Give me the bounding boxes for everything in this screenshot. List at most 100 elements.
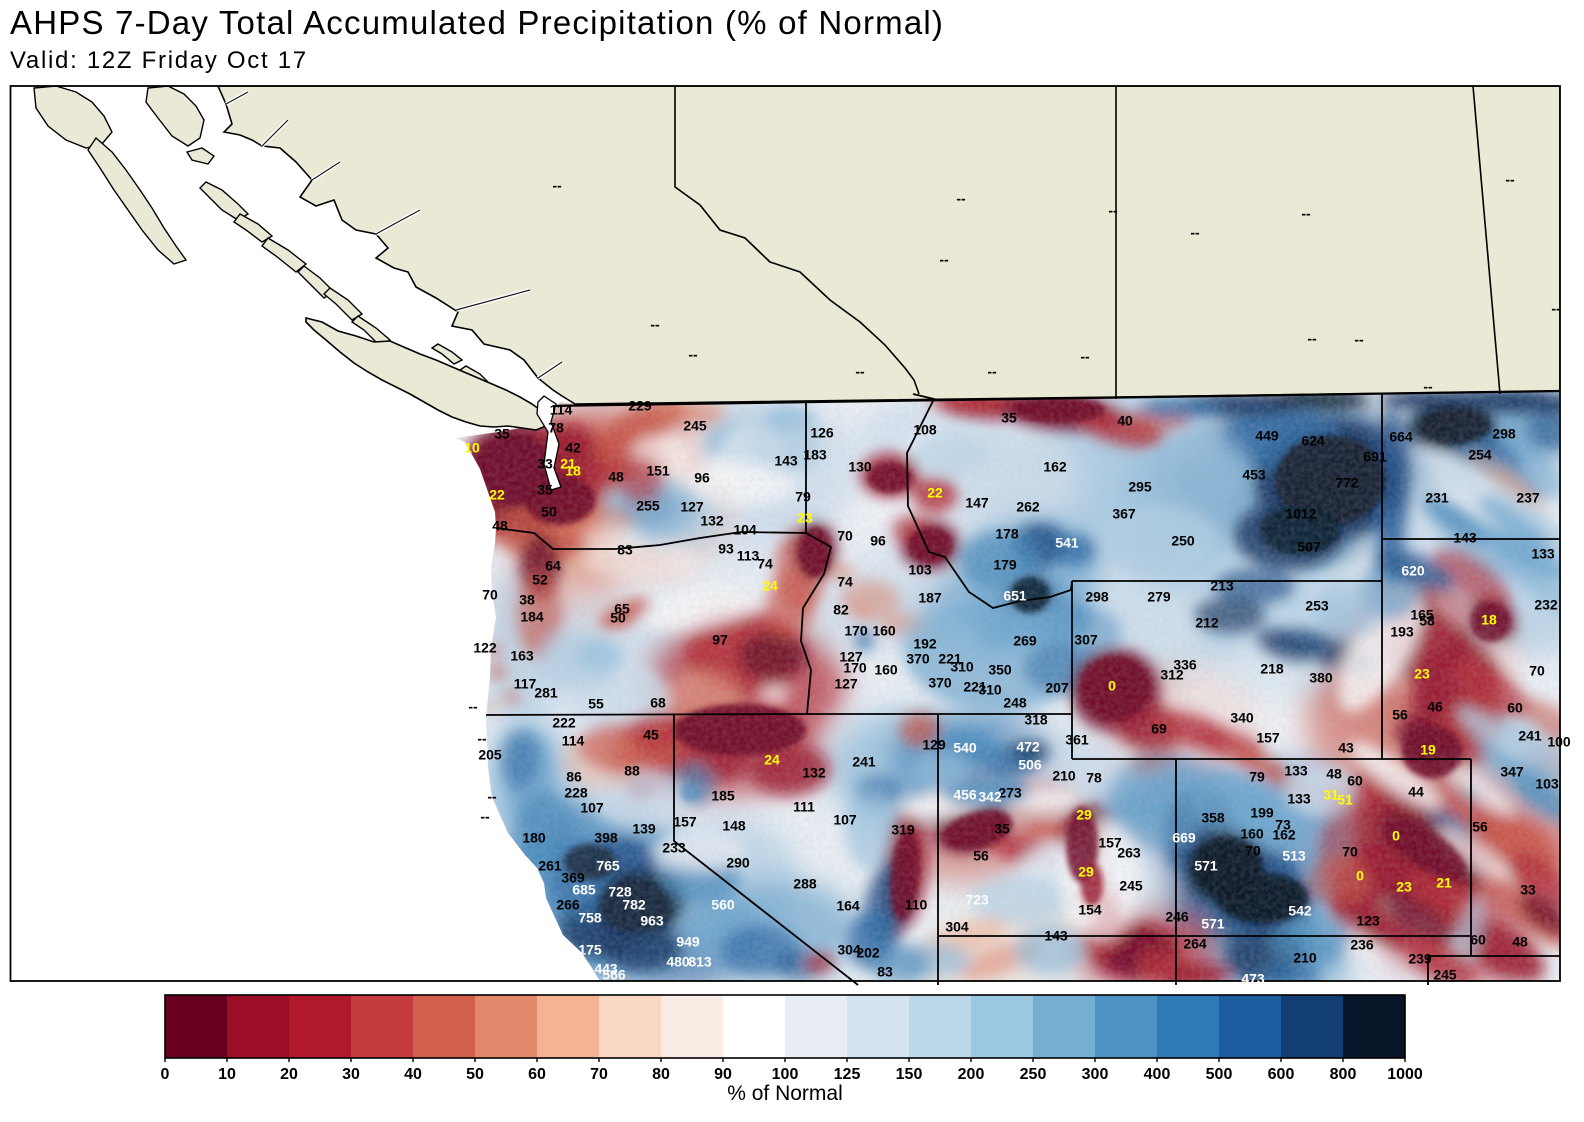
svg-text:--: -- (1080, 349, 1090, 365)
svg-text:233: 233 (662, 840, 686, 856)
svg-text:400: 400 (1144, 1066, 1171, 1083)
svg-text:20: 20 (280, 1066, 298, 1083)
svg-text:56: 56 (973, 848, 989, 864)
svg-text:18: 18 (1481, 612, 1497, 628)
svg-text:38: 38 (519, 592, 535, 608)
svg-text:35: 35 (994, 821, 1010, 837)
svg-text:319: 319 (891, 822, 915, 838)
svg-text:78: 78 (1086, 770, 1102, 786)
svg-text:336: 336 (1173, 657, 1197, 673)
svg-text:367: 367 (1112, 506, 1136, 522)
svg-text:130: 130 (848, 459, 872, 475)
svg-text:74: 74 (837, 574, 853, 590)
svg-text:147: 147 (965, 495, 989, 511)
svg-text:221: 221 (963, 679, 987, 695)
svg-text:178: 178 (995, 526, 1019, 542)
svg-text:23: 23 (797, 510, 813, 526)
svg-text:340: 340 (1230, 710, 1254, 726)
svg-text:199: 199 (1250, 805, 1274, 821)
svg-text:310: 310 (950, 659, 974, 675)
svg-text:23: 23 (1414, 666, 1430, 682)
svg-text:150: 150 (896, 1066, 923, 1083)
svg-text:307: 307 (1074, 632, 1098, 648)
svg-text:48: 48 (608, 469, 624, 485)
svg-text:22: 22 (927, 485, 943, 501)
svg-text:65: 65 (614, 601, 630, 617)
svg-text:279: 279 (1147, 589, 1171, 605)
svg-text:165: 165 (1410, 607, 1434, 623)
svg-text:110: 110 (905, 897, 928, 913)
svg-text:129: 129 (922, 737, 946, 753)
svg-text:48: 48 (1326, 766, 1342, 782)
svg-text:1012: 1012 (1285, 506, 1316, 522)
svg-text:949: 949 (676, 934, 700, 950)
svg-text:263: 263 (1117, 845, 1141, 861)
svg-text:560: 560 (711, 897, 735, 913)
svg-text:183: 183 (803, 447, 827, 463)
svg-text:--: -- (650, 317, 660, 333)
svg-text:728: 728 (608, 884, 632, 900)
svg-text:200: 200 (958, 1066, 985, 1083)
svg-text:473: 473 (1241, 971, 1265, 987)
svg-text:19: 19 (1420, 742, 1436, 758)
svg-text:--: -- (956, 191, 966, 207)
svg-text:--: -- (1551, 301, 1561, 317)
svg-text:125: 125 (834, 1066, 861, 1083)
svg-text:0: 0 (161, 1066, 170, 1083)
svg-text:685: 685 (572, 882, 596, 898)
svg-text:--: -- (855, 364, 865, 380)
svg-text:542: 542 (1288, 903, 1312, 919)
svg-text:133: 133 (1287, 791, 1311, 807)
svg-text:70: 70 (1342, 844, 1358, 860)
svg-text:506: 506 (1018, 757, 1042, 773)
svg-text:160: 160 (872, 623, 896, 639)
svg-text:64: 64 (545, 558, 561, 574)
svg-text:236: 236 (1350, 937, 1374, 953)
svg-text:33: 33 (1520, 882, 1536, 898)
svg-text:255: 255 (636, 498, 660, 514)
svg-text:40: 40 (1117, 413, 1133, 429)
svg-text:162: 162 (1043, 459, 1067, 475)
svg-text:143: 143 (1453, 530, 1477, 546)
svg-text:800: 800 (1330, 1066, 1357, 1083)
svg-text:50: 50 (610, 610, 626, 626)
svg-text:--: -- (477, 731, 487, 747)
svg-text:347: 347 (1500, 764, 1524, 780)
svg-text:185: 185 (711, 788, 735, 804)
svg-text:620: 620 (1401, 563, 1425, 579)
svg-text:540: 540 (953, 740, 977, 756)
svg-text:170: 170 (843, 660, 867, 676)
svg-text:273: 273 (998, 785, 1022, 801)
svg-text:229: 229 (628, 398, 652, 414)
svg-text:480: 480 (666, 954, 690, 970)
svg-text:--: -- (487, 789, 497, 805)
svg-text:70: 70 (590, 1066, 608, 1083)
svg-text:132: 132 (802, 765, 826, 781)
svg-text:107: 107 (833, 812, 857, 828)
svg-text:--: -- (480, 809, 490, 825)
svg-text:571: 571 (1194, 858, 1218, 874)
svg-text:97: 97 (712, 632, 728, 648)
svg-text:10: 10 (464, 440, 480, 456)
svg-text:--: -- (1354, 332, 1364, 348)
svg-text:239: 239 (1408, 951, 1432, 967)
svg-text:111: 111 (793, 799, 815, 815)
svg-text:--: -- (468, 699, 478, 715)
svg-text:250: 250 (1171, 533, 1195, 549)
svg-text:55: 55 (588, 696, 604, 712)
svg-text:31: 31 (1323, 787, 1339, 803)
svg-text:79: 79 (1249, 769, 1265, 785)
svg-text:127: 127 (834, 676, 858, 692)
svg-text:69: 69 (1151, 721, 1167, 737)
svg-text:86: 86 (566, 769, 582, 785)
svg-text:--: -- (1190, 225, 1200, 241)
svg-text:288: 288 (793, 876, 817, 892)
svg-text:44: 44 (1408, 784, 1424, 800)
svg-text:205: 205 (478, 747, 502, 763)
svg-text:245: 245 (1119, 878, 1143, 894)
svg-text:310: 310 (978, 682, 1002, 698)
svg-text:60: 60 (1507, 700, 1523, 716)
svg-text:23: 23 (1396, 879, 1412, 895)
svg-text:350: 350 (988, 662, 1012, 678)
svg-text:93: 93 (718, 541, 734, 557)
